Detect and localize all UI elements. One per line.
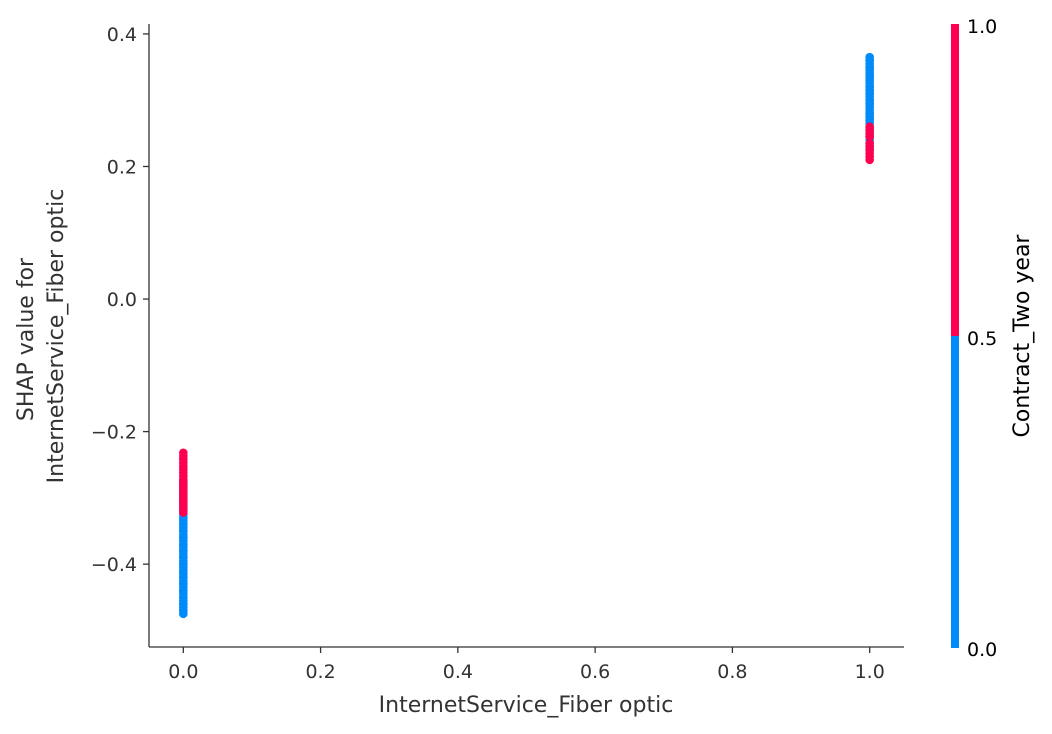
y-axis-title-line-1: SHAP value for [14,257,39,421]
colorbar-tick-label-mid: 0.5 [967,328,997,350]
data-point [179,546,188,556]
x-tick-label: 1.0 [855,661,885,683]
y-tick-label: 0.0 [107,289,137,311]
data-point [179,553,188,562]
y-ticks: 0.4 0.2 0.0 −0.2 −0.4 [91,24,149,576]
x-axis-title: InternetService_Fiber optic [379,693,674,718]
x-tick-label: 0.6 [580,661,610,683]
x-tick-label: 0.8 [717,661,747,683]
colorbar-high-segment [951,24,959,336]
data-point [179,559,188,569]
data-point [179,533,188,542]
x-ticks: 0.0 0.2 0.4 0.6 0.8 1.0 [168,647,885,683]
x-tick-label: 0.4 [443,661,473,683]
data-point [179,566,188,576]
data-point [865,85,874,95]
data-point [865,62,874,72]
x-tick-label: 0.2 [305,661,335,683]
data-point [865,112,874,122]
y-tick-label: 0.2 [107,156,137,178]
y-axis-title-line-2: InternetService_Fiber optic [44,189,69,484]
y-tick-label: −0.4 [91,554,137,576]
data-point [179,477,188,486]
y-tick-label: −0.2 [91,422,137,444]
data-point [179,592,188,602]
data-point [865,122,874,132]
data-point [179,579,188,589]
data-point [179,496,188,506]
colorbar: 1.0 0.5 0.0 Contract_Two year [951,16,1035,661]
data-point [865,138,874,148]
y-axis-title: SHAP value for InternetService_Fiber opt… [14,189,69,484]
colorbar-title: Contract_Two year [1010,234,1035,438]
data-point [179,586,188,595]
y-tick-label: 0.4 [107,24,137,46]
data-point [179,539,188,549]
data-point [179,573,188,582]
data-point [179,599,188,609]
data-point [179,606,188,615]
scatter-points [179,52,874,619]
colorbar-tick-label-top: 1.0 [967,16,997,38]
data-point [865,99,874,108]
data-point [179,526,188,536]
x-tick-label: 0.0 [168,661,198,683]
colorbar-low-segment [951,336,959,648]
colorbar-tick-label-bottom: 0.0 [967,639,997,661]
data-point [865,56,874,65]
data-point [179,520,188,529]
data-point [865,72,874,82]
data-point [179,508,188,517]
data-point [179,483,188,493]
plot-axes [148,24,904,648]
